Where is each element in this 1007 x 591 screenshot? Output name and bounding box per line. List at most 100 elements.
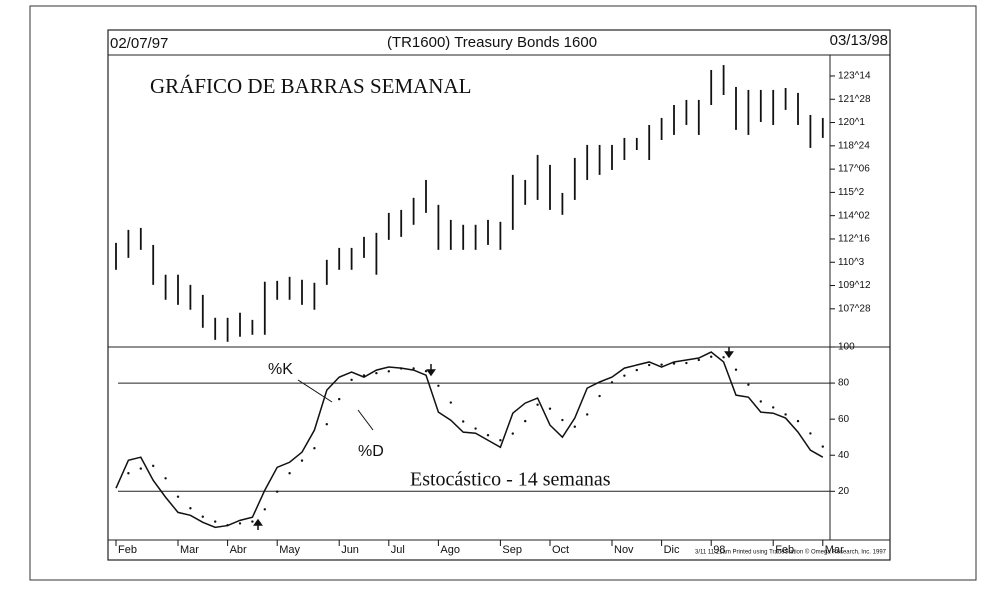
y-tick-label: 107^28 xyxy=(838,303,871,314)
d-dot xyxy=(536,403,539,406)
x-tick-label: Feb xyxy=(775,544,794,556)
d-dot xyxy=(734,368,738,371)
pointer-lines xyxy=(297,379,374,431)
d-dot xyxy=(412,367,415,370)
d-dot xyxy=(375,371,378,375)
k-pointer xyxy=(297,379,333,403)
d-dot xyxy=(623,374,626,377)
d-dot xyxy=(238,522,242,525)
d-dot xyxy=(362,374,366,377)
footer: 3/11 11:21am Printed using TradeStation … xyxy=(695,549,887,556)
d-dot xyxy=(449,401,452,404)
arrow-down xyxy=(724,347,734,359)
d-dot xyxy=(598,394,601,398)
panel-title: Estocástico - 14 semanas xyxy=(410,469,611,491)
header-left: 02/07/97 xyxy=(110,35,168,52)
d-dot xyxy=(276,490,279,493)
d-dot xyxy=(747,383,750,386)
legend-k: %K xyxy=(268,361,293,378)
y-tick-label: 40 xyxy=(838,450,850,461)
signal-arrows xyxy=(253,347,734,530)
d-dot xyxy=(189,507,192,510)
d-dot xyxy=(164,477,167,480)
d-dot xyxy=(672,362,676,365)
y-tick-label: 80 xyxy=(838,378,850,389)
d-dot xyxy=(424,369,428,373)
d-dot xyxy=(152,464,155,468)
d-dot xyxy=(548,407,552,410)
x-tick-label: Sep xyxy=(502,544,522,556)
d-dot xyxy=(474,427,477,430)
d-dot xyxy=(573,425,576,428)
y-tick-label: 120^1 xyxy=(838,117,865,128)
y-tick-label: 123^14 xyxy=(838,71,871,82)
d-dot xyxy=(338,397,341,401)
d-dot xyxy=(697,358,700,362)
d-dot xyxy=(499,439,502,442)
y-tick-label: 109^12 xyxy=(838,280,871,291)
d-dot xyxy=(350,378,353,382)
d-dot xyxy=(710,355,713,358)
d-dot xyxy=(400,367,403,370)
d-dot xyxy=(586,413,589,416)
d-dot xyxy=(486,434,490,437)
d-dot xyxy=(201,515,204,518)
x-tick-label: Feb xyxy=(118,544,137,556)
d-dot xyxy=(524,419,527,423)
d-dot xyxy=(561,418,564,422)
y-tick-label: 115^2 xyxy=(838,187,865,198)
y-tick-label: 100 xyxy=(838,342,855,353)
x-tick-label: Dic xyxy=(664,544,680,556)
d-dot xyxy=(784,413,787,416)
header-center: (TR1600) Treasury Bonds 1600 xyxy=(387,34,597,51)
d-dot xyxy=(387,370,390,373)
d-dot xyxy=(263,508,266,511)
x-tick-label: Abr xyxy=(230,544,247,556)
x-tick-label: Oct xyxy=(552,544,569,556)
d-dot xyxy=(139,467,142,470)
d-dot xyxy=(325,423,328,426)
d-dot xyxy=(437,384,440,387)
d-dot xyxy=(251,520,254,523)
chart-frame xyxy=(107,29,891,561)
d-dot xyxy=(127,472,130,475)
y-tick-label: 121^28 xyxy=(838,94,871,105)
x-tick-label: May xyxy=(279,544,300,556)
d-dot xyxy=(796,419,800,423)
y-tick-label: 20 xyxy=(838,486,850,497)
d-dot xyxy=(635,368,638,372)
x-tick-label: Ago xyxy=(440,544,460,556)
d-dot xyxy=(462,420,465,423)
x-tick-label: Jul xyxy=(391,544,405,556)
d-dot xyxy=(214,520,217,523)
d-dot xyxy=(772,406,775,409)
d-pointer xyxy=(357,409,374,431)
x-tick-label: 98 xyxy=(713,544,725,556)
x-tick-label: Mar xyxy=(825,544,844,556)
y-tick-label: 110^3 xyxy=(838,257,865,268)
y-tick-label: 117^06 xyxy=(838,164,870,175)
y-tick-label: 118^24 xyxy=(838,140,870,151)
y-tick-label: 60 xyxy=(838,414,850,425)
header-right: 03/13/98 xyxy=(830,32,888,49)
d-dot xyxy=(300,459,304,462)
d-dot xyxy=(809,432,812,435)
y-tick-label: 114^02 xyxy=(838,210,870,221)
d-dot xyxy=(759,400,762,403)
d-dot xyxy=(821,445,824,448)
x-tick-label: Mar xyxy=(180,544,199,556)
d-dot xyxy=(685,361,688,365)
x-tick-label: Nov xyxy=(614,544,634,556)
d-dot xyxy=(511,432,514,435)
x-tick-label: Jun xyxy=(341,544,359,556)
d-dot xyxy=(610,381,614,384)
arrow-up xyxy=(253,518,263,530)
arrow-down xyxy=(426,364,436,377)
k-line xyxy=(115,351,824,529)
d-dot xyxy=(226,524,229,527)
legend-d: %D xyxy=(358,443,384,460)
d-dot xyxy=(648,363,651,367)
scan-frame xyxy=(29,5,977,581)
d-dot xyxy=(722,356,725,359)
